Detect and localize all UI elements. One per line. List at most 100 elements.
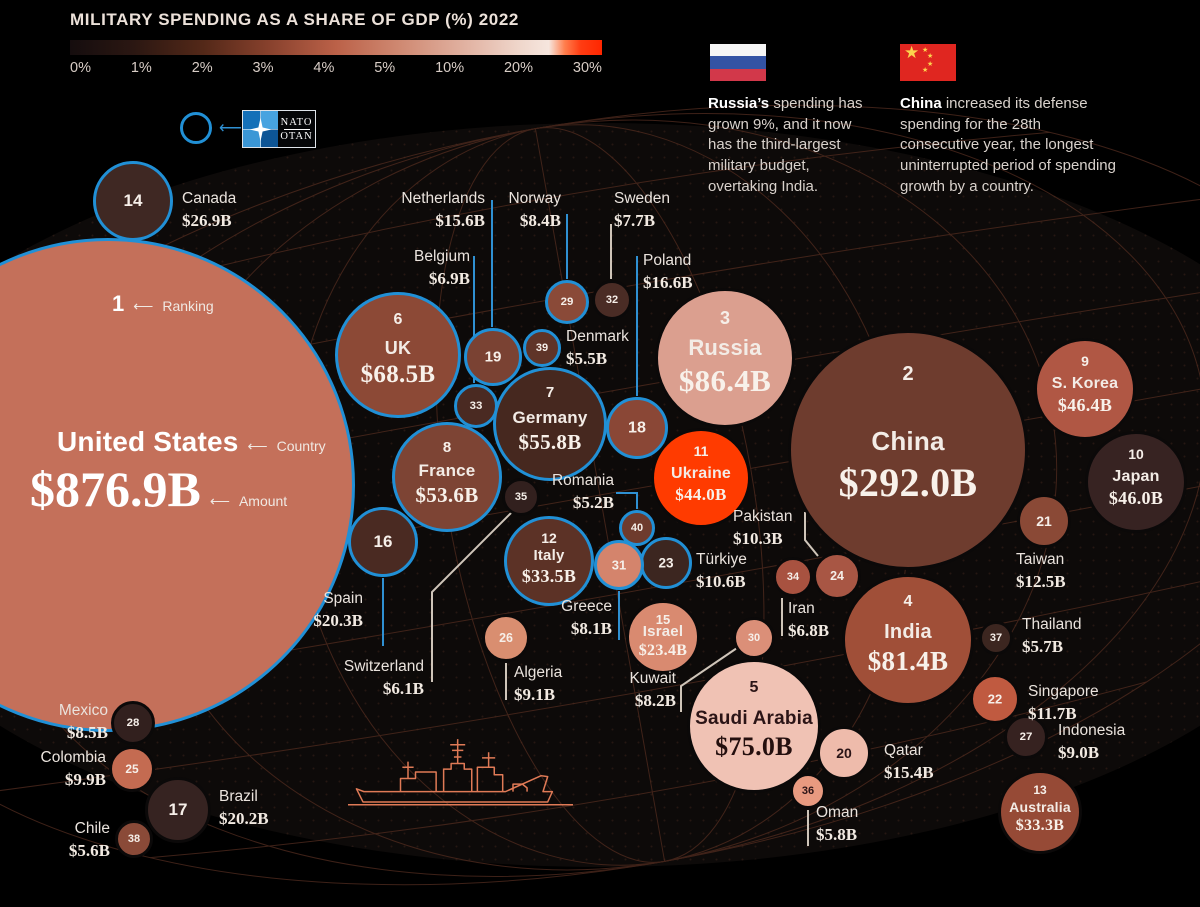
country-name-ukraine: Ukraine: [670, 464, 732, 482]
bubble-pakistan: 24: [813, 552, 861, 600]
rank-chile: 38: [127, 833, 141, 845]
country-name-saudi-arabia: Saudi Arabia: [695, 707, 813, 729]
rank-india: 4: [903, 593, 913, 611]
amount-italy: $33.5B: [521, 565, 577, 586]
bubble-china: 2 China $292.0B: [788, 330, 1028, 570]
amount-france: $53.6B: [415, 482, 479, 507]
bubble-qatar: 20: [817, 726, 871, 780]
bubble-oman: 36: [790, 773, 826, 809]
rank-indonesia: 27: [1019, 731, 1033, 743]
rank-denmark: 39: [535, 342, 549, 354]
amount-germany: $55.8B: [518, 430, 582, 455]
rank-norway: 29: [560, 296, 574, 308]
rank-sweden: 32: [605, 294, 619, 306]
bubble-s-korea: 9 S. Korea $46.4B: [1034, 338, 1136, 440]
amount-australia: $33.3B: [1015, 817, 1065, 835]
bubble-italy: 12 Italy $33.5B: [504, 516, 594, 606]
bubble-switzerland: 35: [502, 478, 540, 516]
bubble-greece: 31: [594, 540, 644, 590]
china-note-body: increased its defense spending for the 2…: [900, 95, 1116, 195]
china-flag-icon: ★ ★ ★ ★ ★: [900, 44, 956, 81]
amount-s-korea: $46.4B: [1057, 395, 1113, 416]
china-note-lead: China: [900, 95, 942, 112]
scale-tick-1pct: 1%: [130, 60, 152, 76]
rank-s-korea: 9: [1081, 353, 1089, 370]
bubble-mexico: 28: [111, 701, 155, 745]
country-name-israel: Israel: [642, 623, 684, 641]
rank-algeria: 26: [499, 631, 513, 645]
nato-logo: NATO OTAN: [242, 110, 316, 148]
country-name-germany: Germany: [512, 408, 588, 428]
bubble-sweden: 32: [592, 280, 632, 320]
scale-tick-0pct: 0%: [70, 60, 91, 76]
bubble-japan: 10 Japan $46.0B: [1085, 431, 1187, 533]
country-name-s-korea: S. Korea: [1051, 375, 1119, 393]
country-name-russia: Russia: [688, 335, 762, 361]
country-name-france: France: [418, 460, 476, 480]
bubble-norway: 29: [545, 280, 589, 324]
russia-note: Russia’s spending has grown 9%, and it n…: [708, 94, 876, 197]
country-name-australia: Australia: [1009, 799, 1071, 816]
amount-israel: $23.4B: [638, 642, 688, 660]
bubble-colombia: 25: [109, 746, 155, 792]
bubble-kuwait: 30: [733, 617, 775, 659]
scale-tick-30pct: 30%: [572, 60, 602, 76]
country-name-uk: UK: [384, 337, 412, 358]
rank-australia: 13: [1033, 783, 1047, 798]
rank-saudi-arabia: 5: [749, 678, 759, 696]
nato-logo-nato: NATO: [280, 116, 313, 128]
nato-member-ring-legend: [180, 112, 212, 144]
rank-singapore: 22: [987, 691, 1003, 707]
russia-flag-icon: [710, 44, 766, 81]
bubble-spain: 16: [348, 507, 418, 577]
rank-china: 2: [902, 363, 914, 386]
rank-colombia: 25: [125, 762, 139, 776]
bubble-romania: 40: [619, 510, 655, 546]
nato-compass-icon: [243, 111, 279, 148]
bubble-chile: 38: [115, 820, 153, 858]
amount-russia: $86.4B: [678, 363, 772, 399]
rank-pakistan: 24: [830, 569, 844, 583]
rank-romania: 40: [630, 522, 644, 534]
country-name-china: China: [871, 426, 945, 457]
rank-t-rkiye: 23: [658, 555, 674, 571]
amount-uk: $68.5B: [360, 360, 436, 388]
bubble-france: 8 France $53.6B: [392, 422, 502, 532]
rank-switzerland: 35: [514, 491, 528, 503]
amount-saudi-arabia: $75.0B: [715, 731, 793, 761]
scale-tick-3pct: 3%: [252, 60, 274, 76]
rank-japan: 10: [1128, 446, 1144, 463]
russia-note-body: spending has grown 9%, and it now has th…: [708, 95, 863, 195]
warship-illustration: [348, 739, 573, 806]
scale-tick-20pct: 20%: [503, 60, 533, 76]
rank-italy: 12: [541, 529, 557, 546]
bubble-singapore: 22: [970, 674, 1020, 724]
china-note: China increased its defense spending for…: [900, 94, 1120, 197]
bubble-india: 4 India $81.4B: [842, 574, 974, 706]
rank-france: 8: [442, 438, 452, 456]
rank-poland: 18: [628, 418, 646, 437]
bubble-taiwan: 21: [1017, 494, 1071, 548]
rank-qatar: 20: [836, 745, 852, 761]
russia-note-lead: Russia’s: [708, 95, 770, 112]
country-name-japan: Japan: [1112, 468, 1160, 486]
bubble-t-rkiye: 23: [640, 537, 692, 589]
bubble-indonesia: 27: [1004, 715, 1048, 759]
bubble-iran: 34: [773, 557, 813, 597]
nato-logo-otan: OTAN: [280, 130, 313, 142]
rank-netherlands: 19: [484, 348, 502, 366]
rank-iran: 34: [786, 571, 800, 583]
bubble-russia: 3 Russia $86.4B: [655, 288, 795, 428]
amount-india: $81.4B: [867, 645, 949, 676]
amount-china: $292.0B: [838, 460, 978, 506]
rank-kuwait: 30: [747, 632, 761, 644]
scale-tick-2pct: 2%: [191, 60, 213, 76]
bubble-ukraine: 11 Ukraine $44.0B: [651, 428, 751, 528]
bubble-united-states: [0, 238, 355, 732]
bubble-poland: 18: [606, 397, 668, 459]
bubble-brazil: 17: [145, 777, 211, 843]
rank-uk: 6: [393, 310, 403, 328]
country-name-india: India: [884, 620, 932, 643]
